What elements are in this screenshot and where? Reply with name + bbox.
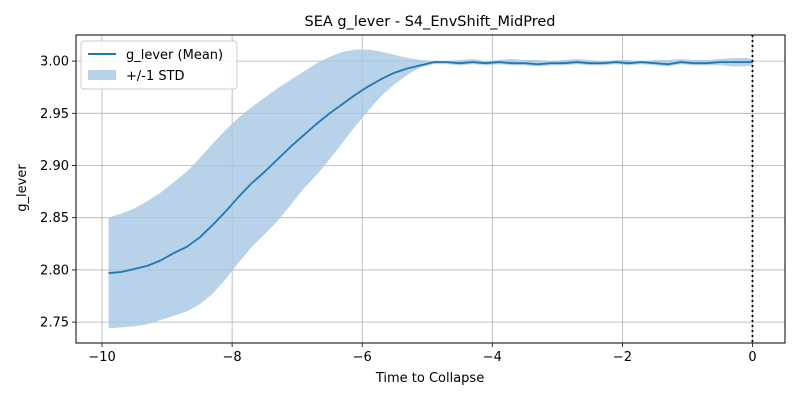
legend: g_lever (Mean) +/-1 STD — [80, 40, 238, 90]
y-tick-label: 2.80 — [40, 263, 69, 278]
x-tick-label: −6 — [353, 350, 372, 365]
legend-std-swatch — [88, 70, 116, 80]
y-axis-label: g_lever — [15, 164, 30, 212]
y-tick-label: 2.95 — [40, 107, 69, 122]
mean-line-layer — [108, 61, 753, 274]
std-band-layer — [108, 49, 753, 329]
legend-box — [80, 40, 238, 90]
x-tick-label: −10 — [88, 350, 115, 365]
x-axis-label: Time to Collapse — [375, 371, 484, 386]
x-tick-label: 0 — [748, 350, 756, 365]
mean-line — [108, 61, 753, 274]
x-tick-label: −4 — [483, 350, 502, 365]
legend-mean-label: g_lever (Mean) — [126, 48, 223, 63]
y-tick-label: 2.90 — [40, 159, 69, 174]
x-axis-ticks: −10 −8 −6 −4 −2 0 — [88, 343, 757, 365]
chart-title: SEA g_lever - S4_EnvShift_MidPred — [304, 14, 555, 30]
y-axis-ticks: 2.75 2.80 2.85 2.90 2.95 3.00 — [40, 55, 76, 331]
legend-std-label: +/-1 STD — [126, 69, 185, 84]
y-tick-label: 2.75 — [40, 316, 69, 331]
y-tick-label: 3.00 — [40, 55, 69, 70]
plot-frame — [75, 34, 786, 344]
std-band — [108, 49, 753, 329]
x-tick-label: −8 — [223, 350, 242, 365]
x-tick-label: −2 — [613, 350, 632, 365]
y-tick-label: 2.85 — [40, 211, 69, 226]
